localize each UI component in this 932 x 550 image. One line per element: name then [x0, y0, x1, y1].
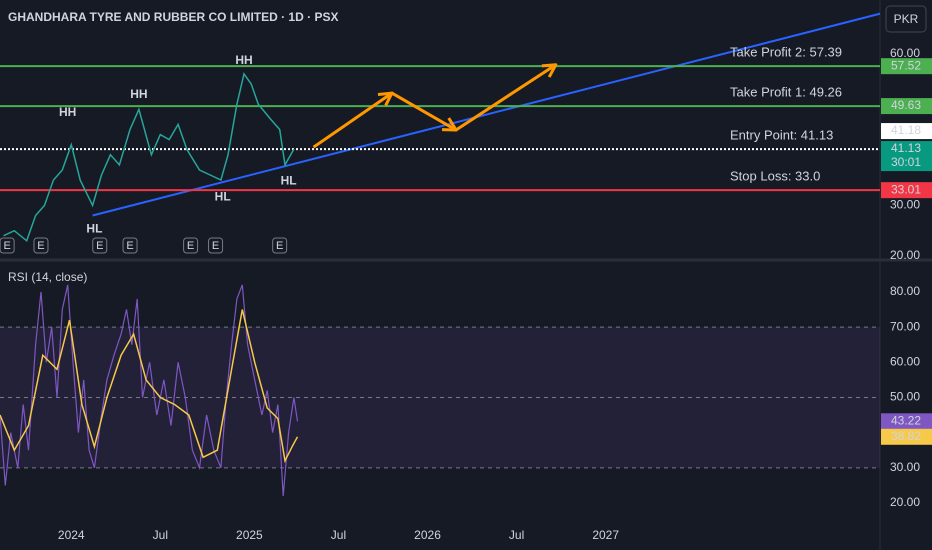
countdown-label: 30:01 [891, 155, 921, 169]
earnings-label: E [126, 240, 133, 252]
currency-button[interactable] [885, 5, 927, 33]
price-badge [881, 98, 932, 115]
earnings-label: E [276, 240, 283, 252]
price-badge [881, 182, 932, 199]
earnings-marker [92, 237, 108, 254]
earnings-label: E [37, 240, 44, 252]
x-tick-label: Jul [153, 528, 168, 542]
last-price-badge [881, 141, 932, 172]
y-tick-label: 30.00 [890, 198, 920, 212]
x-tick-label: 2024 [58, 528, 85, 542]
swing-label: HH [59, 105, 76, 119]
x-tick-label: 2025 [236, 528, 263, 542]
rsi-badge-label: 43.22 [891, 413, 921, 427]
price-badge-label: 41.18 [891, 123, 921, 137]
price-badge [881, 123, 932, 140]
y-tick-label: 60.00 [890, 354, 920, 368]
swing-label: HL [86, 221, 102, 235]
price-badge-label: 49.63 [891, 98, 921, 112]
line [312, 63, 557, 149]
last-price-label: 41.13 [891, 141, 921, 155]
x-tick-label: Jul [509, 528, 524, 542]
rsi-pane [0, 262, 880, 522]
price-badge-label: 33.01 [891, 182, 921, 196]
chart-title: GHANDHARA TYRE AND RUBBER CO LIMITED · 1… [8, 10, 338, 24]
y-tick-label: 20.00 [890, 495, 920, 509]
swing-label: HL [281, 173, 297, 187]
earnings-marker [208, 237, 224, 254]
level-label: Stop Loss: 33.0 [730, 169, 820, 184]
swing-label: HH [235, 53, 252, 67]
y-tick-label: 50.00 [890, 390, 920, 404]
earnings-marker [0, 237, 15, 254]
x-tick-label: 2026 [414, 528, 441, 542]
level-label: Take Profit 1: 49.26 [730, 85, 842, 100]
rsi-badge-label: 38.82 [891, 429, 921, 443]
arrow-head [541, 63, 558, 78]
arrow-head [442, 117, 458, 132]
level-label: Entry Point: 41.13 [730, 128, 833, 143]
rsi-badge [881, 413, 932, 430]
line [0, 309, 299, 464]
earnings-label: E [3, 240, 10, 252]
y-tick-label: 80.00 [890, 284, 920, 298]
x-tick-label: 2027 [592, 528, 619, 542]
earnings-marker [33, 237, 49, 254]
earnings-marker [183, 237, 199, 254]
y-tick-label: 30.00 [890, 460, 920, 474]
earnings-marker [272, 237, 288, 254]
y-tick-label: 70.00 [890, 319, 920, 333]
rsi-title: RSI (14, close) [8, 270, 87, 284]
earnings-label: E [187, 240, 194, 252]
currency-label[interactable]: PKR [894, 12, 919, 26]
line [3, 72, 295, 243]
arrow-head [377, 91, 394, 107]
earnings-label: E [212, 240, 219, 252]
line [92, 12, 880, 217]
swing-label: HL [215, 189, 231, 203]
earnings-label: E [96, 240, 103, 252]
price-badge-label: 57.52 [891, 58, 921, 72]
x-tick-label: Jul [331, 528, 346, 542]
y-tick-label: 60.00 [890, 46, 920, 60]
rsi-badge [881, 428, 932, 445]
line [0, 284, 299, 497]
swing-label: HH [130, 87, 147, 101]
y-tick-label: 20.00 [890, 248, 920, 262]
price-badge [881, 58, 932, 75]
level-label: Take Profit 2: 57.39 [730, 45, 842, 60]
earnings-marker [122, 237, 138, 254]
